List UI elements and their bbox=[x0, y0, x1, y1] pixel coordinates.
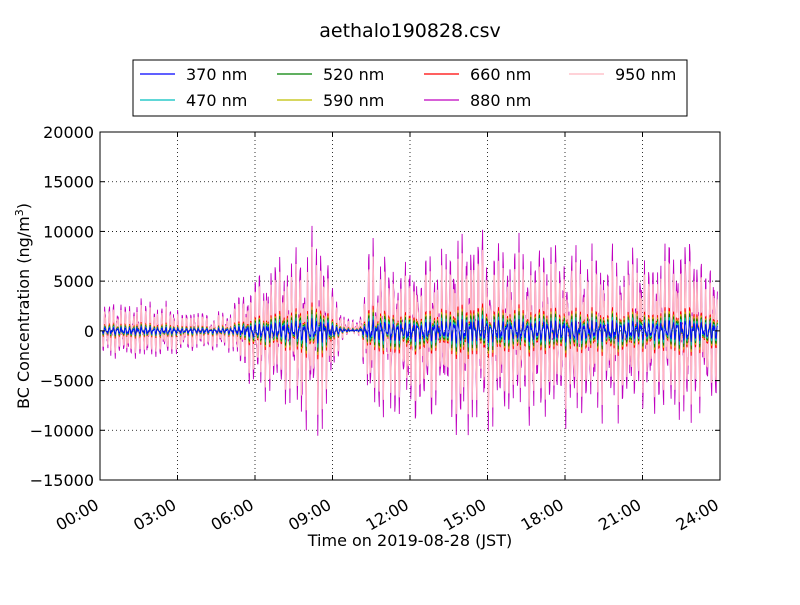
legend-label: 880 nm bbox=[470, 91, 531, 110]
y-axis-label-close: ) bbox=[14, 203, 33, 209]
legend-box bbox=[132, 59, 688, 117]
y-tick-label: 15000 bbox=[43, 173, 94, 192]
y-axis-label: BC Concentration (ng/m3) bbox=[13, 203, 33, 409]
y-axis: −15000 −10000 −5000 0 5000 10000 15000 20000 bbox=[30, 123, 720, 490]
y-tick-label: 5000 bbox=[53, 272, 94, 291]
legend-label: 370 nm bbox=[186, 65, 247, 84]
series-layer bbox=[102, 225, 718, 436]
x-axis-label: Time on 2019-08-28 (JST) bbox=[307, 531, 512, 550]
chart-title: aethalo190828.csv bbox=[319, 20, 501, 42]
y-tick-label: 10000 bbox=[43, 222, 94, 241]
y-tick-label: −5000 bbox=[40, 372, 94, 391]
legend-label: 590 nm bbox=[323, 91, 384, 110]
y-tick-label: −15000 bbox=[30, 471, 94, 490]
y-tick-label: 20000 bbox=[43, 123, 94, 142]
legend: 370 nm 470 nm 520 nm 590 nm 660 nm 880 nm 950 … bbox=[132, 59, 688, 117]
y-tick-label: 0 bbox=[84, 322, 94, 341]
legend-label: 950 nm bbox=[615, 65, 676, 84]
legend-label: 660 nm bbox=[470, 65, 531, 84]
series-line-370-nm bbox=[102, 318, 718, 344]
legend-label: 520 nm bbox=[323, 65, 384, 84]
y-tick-label: −10000 bbox=[30, 421, 94, 440]
y-axis-label-main: BC Concentration (ng/m bbox=[14, 216, 33, 409]
series-line-880-nm bbox=[102, 225, 718, 436]
y-axis-label-superscript: 3 bbox=[13, 209, 26, 216]
legend-label: 470 nm bbox=[186, 91, 247, 110]
